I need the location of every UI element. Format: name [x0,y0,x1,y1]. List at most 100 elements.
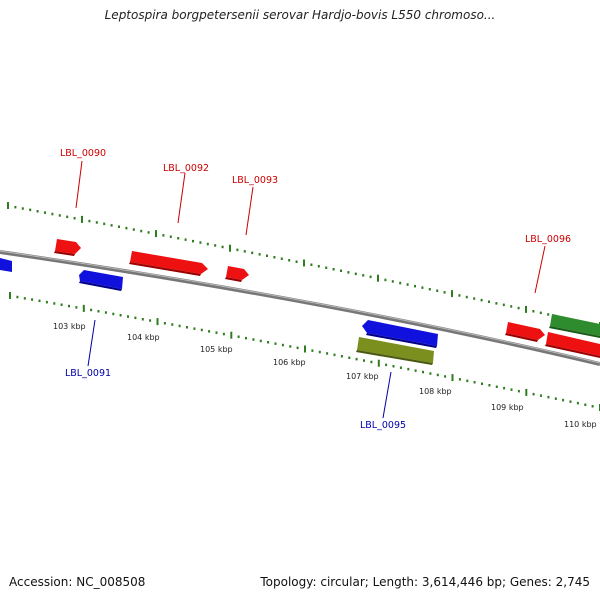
upper-minor-tick [510,305,513,308]
upper-minor-tick [288,259,291,262]
upper-minor-tick [362,274,365,277]
lower-minor-tick [510,388,513,391]
upper-minor-tick [317,265,320,268]
lower-minor-tick [348,356,351,359]
upper-tick-row [7,202,600,329]
lower-minor-tick [119,314,122,317]
upper-minor-tick [532,310,535,313]
upper-major-tick [7,202,9,209]
lower-minor-tick [554,397,557,400]
leader-lbl-0092 [177,172,186,224]
lower-minor-tick [237,335,240,338]
lower-tick-row [9,292,600,411]
lower-minor-tick [363,359,365,362]
upper-minor-tick [354,272,357,276]
upper-minor-tick [443,291,446,294]
lower-minor-tick [222,332,225,336]
lower-minor-tick [436,373,439,377]
lower-minor-tick [252,338,255,341]
lower-minor-tick [127,315,129,318]
upper-minor-tick [325,266,328,269]
gene-lbl-0090[interactable] [54,239,81,256]
gene-label-lbl-0093[interactable]: LBL_0093 [232,175,278,186]
lower-minor-tick [193,327,196,330]
upper-major-tick [155,230,157,238]
lower-minor-tick [326,352,329,355]
upper-minor-tick [517,306,520,310]
gene-label-lbl-0091[interactable]: LBL_0091 [65,368,111,379]
lower-minor-tick [134,316,137,320]
lower-minor-tick [112,312,115,316]
lower-minor-tick [178,324,181,328]
lower-major-tick [9,292,11,299]
lower-minor-tick [149,319,152,322]
gene-lbl-0093[interactable] [225,266,249,282]
upper-minor-tick [295,260,298,263]
lower-minor-tick [318,350,321,354]
upper-minor-tick [21,207,24,210]
upper-minor-tick [140,229,143,233]
upper-minor-tick [169,235,172,238]
lower-minor-tick [414,369,417,372]
lower-minor-tick [562,398,565,402]
lower-minor-tick [481,382,483,385]
lower-minor-tick [245,336,247,340]
lower-minor-tick [90,308,93,312]
lower-minor-tick [60,303,63,306]
gene-green-right[interactable] [549,314,600,338]
upper-minor-tick [495,302,498,305]
upper-minor-tick [66,215,69,219]
lower-minor-tick [311,349,314,352]
upper-minor-tick [258,253,261,256]
gene-blue-107kbp[interactable] [362,320,438,348]
lower-minor-tick [31,298,34,301]
gene-lbl-0096[interactable] [505,322,545,342]
upper-minor-tick [280,257,283,260]
gene-blue-left[interactable] [0,258,12,272]
kbp-label-107: 107 kbp [346,372,379,381]
lower-minor-tick [503,386,506,390]
lower-minor-tick [355,357,358,361]
gene-label-lbl-0090[interactable]: LBL_0090 [60,148,106,159]
lower-minor-tick [23,297,26,300]
lower-minor-tick [186,326,188,329]
gene-lbl-0095[interactable] [356,337,434,365]
upper-major-tick [377,274,379,282]
upper-minor-tick [184,238,187,241]
leader-lbl-0091 [87,319,96,367]
upper-minor-tick [473,297,476,300]
upper-minor-tick [266,254,268,257]
gene-label-lbl-0092[interactable]: LBL_0092 [163,163,209,174]
upper-minor-tick [199,241,202,244]
lower-minor-tick [532,392,535,396]
lower-minor-tick [141,318,144,321]
lower-minor-tick [97,310,100,313]
upper-minor-tick [51,212,54,216]
lower-minor-tick [466,379,469,383]
upper-minor-tick [332,268,335,271]
lower-minor-tick [517,389,520,393]
upper-minor-tick [243,250,246,253]
upper-minor-tick [88,219,91,223]
topology-text: Topology: circular; Length: 3,614,446 bp… [260,575,590,589]
gene-red-right[interactable] [545,332,600,358]
upper-minor-tick [391,280,394,283]
gene-label-lbl-0095[interactable]: LBL_0095 [360,420,406,431]
gene-lbl-0091[interactable] [79,270,123,291]
gene-label-lbl-0096[interactable]: LBL_0096 [525,234,571,245]
upper-minor-tick [221,245,224,249]
upper-minor-tick [273,256,276,259]
lower-minor-tick [399,366,402,369]
lower-minor-tick [289,345,292,348]
lower-minor-tick [392,365,395,368]
upper-minor-tick [347,271,350,274]
leader-lbl-0095 [382,371,392,419]
lower-minor-tick [333,353,336,357]
gene-lbl-0092[interactable] [129,251,208,276]
chromosome-backbone [0,250,600,366]
lower-minor-tick [163,322,166,325]
lower-minor-tick [281,343,284,347]
lower-minor-tick [208,330,211,333]
upper-minor-tick [132,228,135,231]
